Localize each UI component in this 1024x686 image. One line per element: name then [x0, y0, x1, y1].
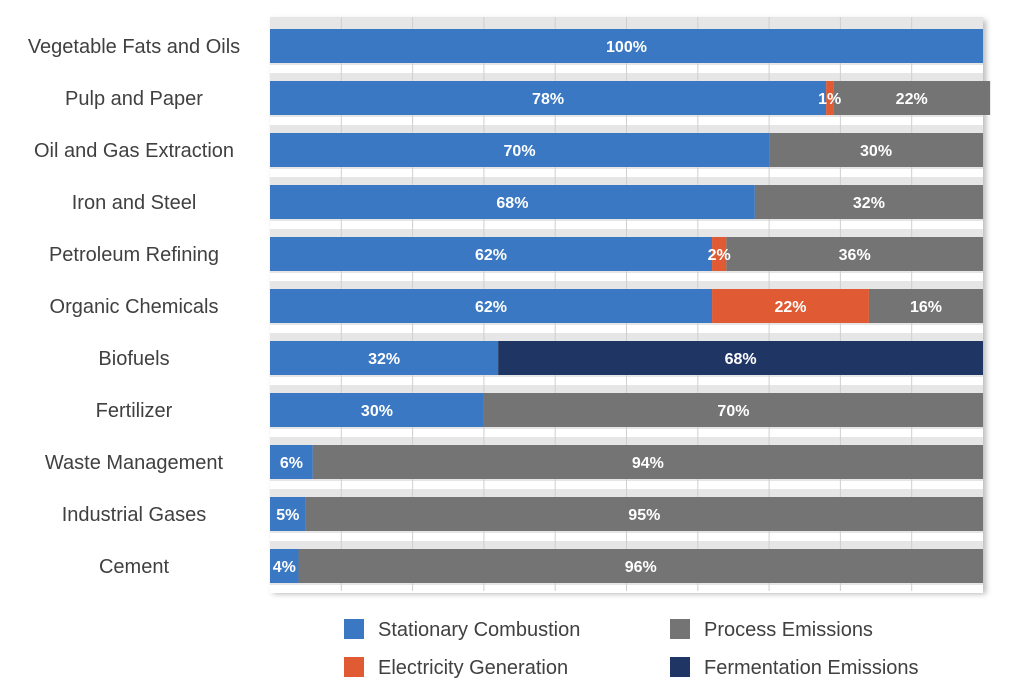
- data-label: 30%: [361, 403, 393, 420]
- data-label: 100%: [606, 39, 647, 56]
- category-labels-group: Vegetable Fats and Oils Pulp and Paper Oil…: [28, 36, 240, 578]
- data-label: 36%: [839, 247, 871, 264]
- bar-segment: [826, 81, 834, 115]
- data-label: 22%: [774, 299, 806, 316]
- bar-segment: [498, 341, 983, 375]
- legend-swatch: [344, 657, 364, 677]
- bar-segment: [270, 497, 306, 531]
- data-label: 4%: [273, 559, 296, 576]
- data-label: 5%: [276, 507, 299, 524]
- category-label: Vegetable Fats and Oils: [28, 36, 240, 58]
- category-label: Cement: [99, 556, 169, 578]
- category-label: Fertilizer: [96, 400, 173, 422]
- bar-segment: [270, 185, 755, 219]
- data-labels-group: 100% 78% 1% 22% 70% 30% 68% 32% 62% 2% 36% 62% 22% 16…: [273, 39, 942, 576]
- data-label: 70%: [504, 143, 536, 160]
- category-label: Iron and Steel: [72, 192, 197, 214]
- bar-segment: [312, 445, 983, 479]
- legend-label: Fermentation Emissions: [704, 657, 919, 679]
- data-label: 30%: [860, 143, 892, 160]
- legend-swatch: [670, 619, 690, 639]
- data-label: 95%: [628, 507, 660, 524]
- category-label: Pulp and Paper: [65, 88, 203, 110]
- bar-segment: [833, 81, 991, 115]
- bar-segment: [754, 185, 983, 219]
- bar-segment: [270, 29, 983, 63]
- data-label: 62%: [475, 247, 507, 264]
- category-label: Organic Chemicals: [50, 296, 219, 318]
- legend-swatch: [344, 619, 364, 639]
- legend-label: Stationary Combustion: [378, 619, 580, 641]
- category-label: Petroleum Refining: [49, 244, 219, 266]
- data-label: 1%: [818, 91, 841, 108]
- bar-segment: [483, 393, 983, 427]
- category-label: Waste Management: [45, 452, 224, 474]
- bar-segment: [270, 341, 499, 375]
- bar-segment: [726, 237, 983, 271]
- bar-segment: [712, 237, 727, 271]
- bar-segment: [868, 289, 983, 323]
- category-label: Industrial Gases: [62, 504, 207, 526]
- data-label: 70%: [717, 403, 749, 420]
- category-label: Oil and Gas Extraction: [34, 140, 234, 162]
- bar-segment: [270, 445, 313, 479]
- data-label: 32%: [853, 195, 885, 212]
- data-label: 68%: [496, 195, 528, 212]
- bar-segment: [270, 549, 299, 583]
- bar-segment: [270, 393, 484, 427]
- bars-group: [270, 29, 991, 583]
- data-label: 22%: [896, 91, 928, 108]
- data-label: 2%: [708, 247, 731, 264]
- category-label: Biofuels: [98, 348, 169, 370]
- legend-label: Process Emissions: [704, 619, 873, 641]
- data-label: 62%: [475, 299, 507, 316]
- bar-segment: [270, 81, 827, 115]
- legend-swatch: [670, 657, 690, 677]
- data-label: 94%: [632, 455, 664, 472]
- data-label: 32%: [368, 351, 400, 368]
- bar-segment: [270, 289, 713, 323]
- bar-segment: [270, 237, 713, 271]
- data-label: 68%: [725, 351, 757, 368]
- bar-segment: [769, 133, 983, 167]
- data-label: 78%: [532, 91, 564, 108]
- legend-label: Electricity Generation: [378, 657, 568, 679]
- bar-segment: [712, 289, 869, 323]
- data-label: 6%: [280, 455, 303, 472]
- bar-segment: [305, 497, 983, 531]
- bar-segment: [298, 549, 983, 583]
- bar-segment: [270, 133, 770, 167]
- data-label: 16%: [910, 299, 942, 316]
- data-label: 96%: [625, 559, 657, 576]
- legend: Stationary Combustion Process Emissions El…: [344, 619, 919, 679]
